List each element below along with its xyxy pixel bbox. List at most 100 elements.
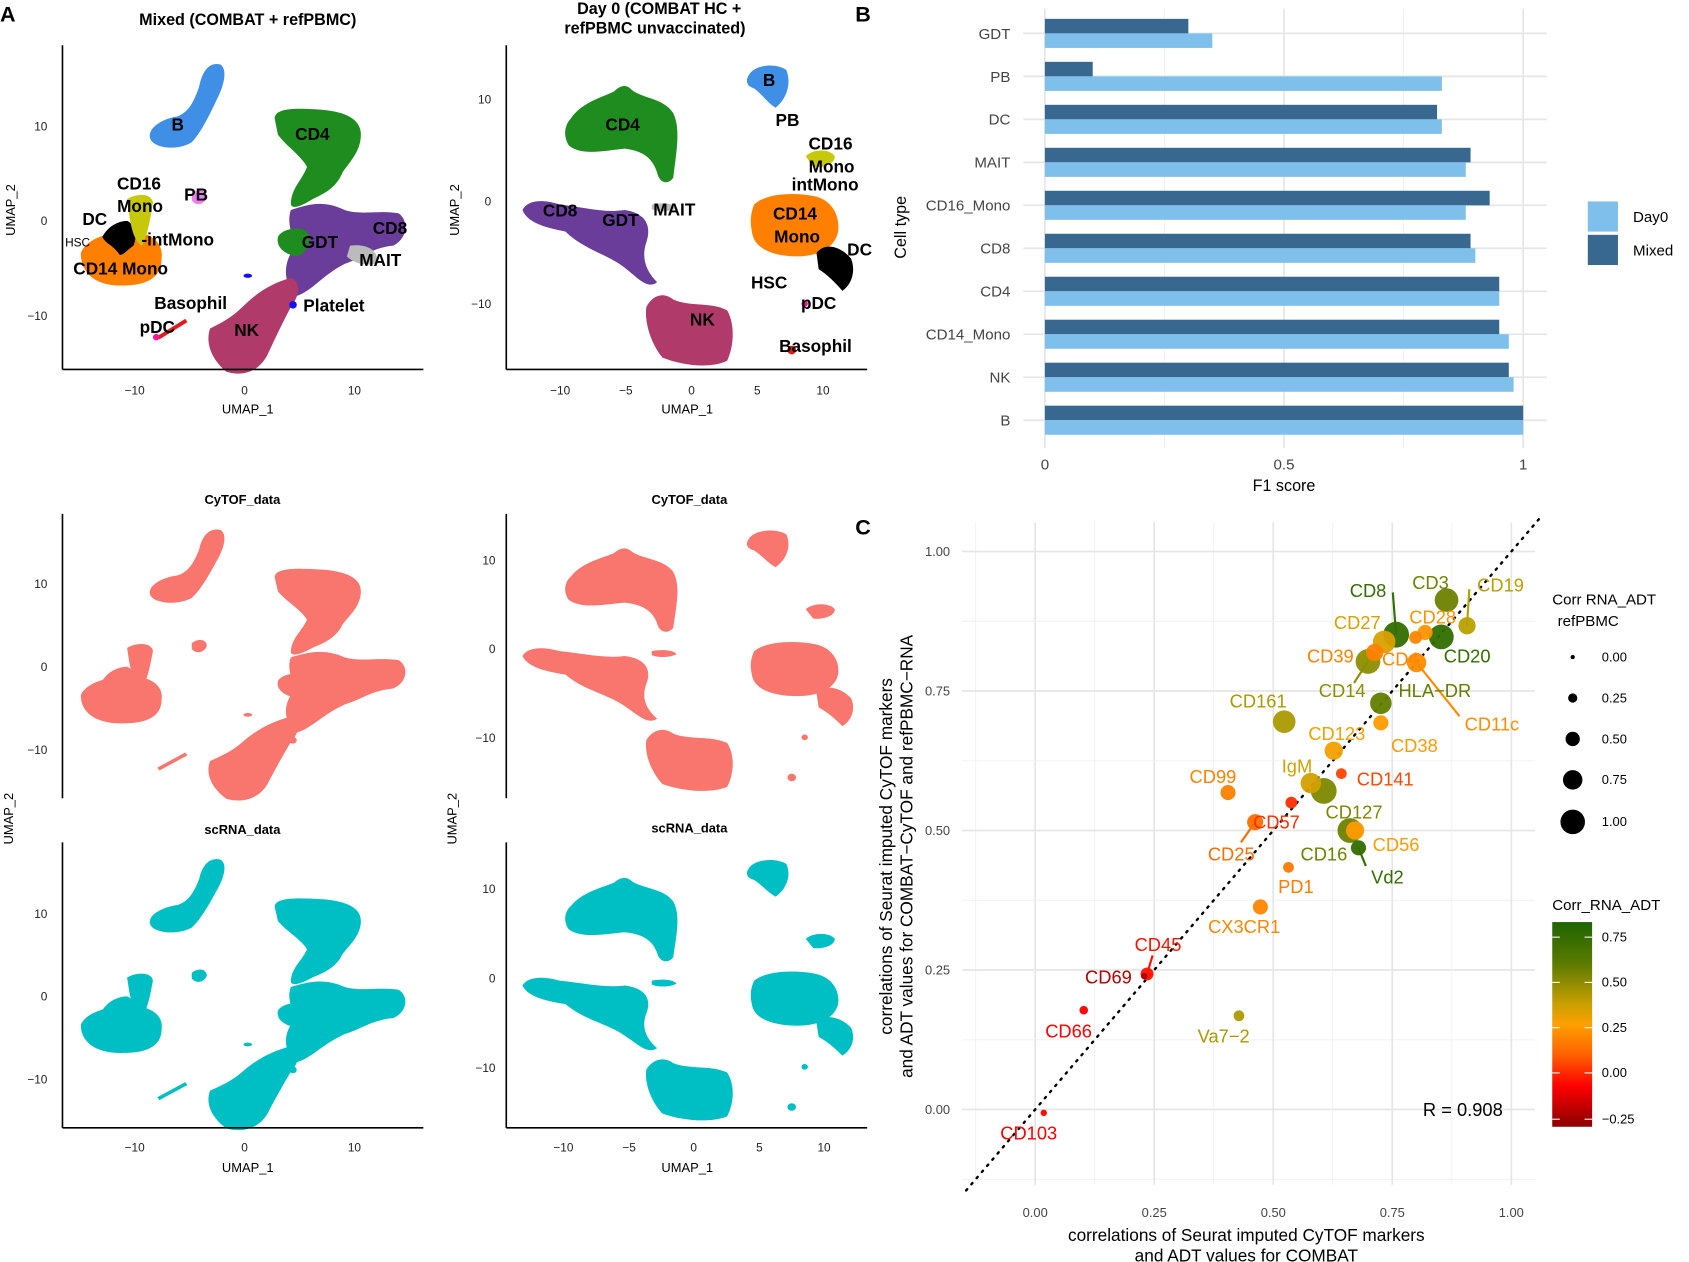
cluster-label: B [763, 70, 775, 90]
point-label: CD16 [1300, 844, 1347, 865]
cluster-platelet-small [243, 273, 253, 278]
umap-day0-axes: −10 −5 0 5 10 10 0 −10 UMAP_1 UMAP_2 [447, 45, 868, 417]
y-axis-label: UMAP_2 [445, 793, 460, 845]
cluster-mait [651, 203, 677, 212]
x-tick: −10 [125, 1141, 145, 1155]
bar-mixed-mait [1044, 147, 1471, 163]
size-legend-label: 1.00 [1602, 814, 1627, 829]
cluster-label: B [172, 114, 184, 134]
umap-day0: Day 0 (COMBAT HC + refPBMC unvaccinated)… [447, 0, 872, 417]
cluster-cd4 [274, 108, 361, 207]
y-tick: 0 [41, 660, 48, 674]
color-legend-label: 0.00 [1602, 1065, 1627, 1080]
cluster-label: HSC [751, 273, 787, 293]
correlation-scatter: CD8 CD3 CD20 CD19 CD28 CD4 CD11c CD27 CD39 CD14 HL… [876, 516, 1660, 1262]
point-labels: CD8 CD3 CD20 CD19 CD28 CD4 CD11c CD27 CD39 CD14 HL… [1000, 572, 1524, 1143]
cluster-cd8 [285, 203, 406, 297]
scatter-y-label-line2: and ADT values for COMBAT−CyTOF and refP… [896, 634, 916, 1078]
x-axis-label: UMAP_1 [222, 402, 274, 417]
umap-mixed-labels: B CD4 CD16 Mono PB DC HSC -intMono CD14 … [65, 114, 408, 340]
point-label: HLA−DR [1398, 680, 1471, 701]
point-label: CD161 [1230, 691, 1287, 712]
scrna-title: scRNA_data [204, 822, 281, 837]
y-tick: 0 [41, 214, 48, 228]
cluster-label: MAIT [653, 199, 696, 219]
color-legend-label: −0.25 [1602, 1112, 1635, 1127]
cluster-basophil [157, 318, 188, 340]
bar-day0-cd14_mono [1044, 334, 1509, 349]
point-label: CD56 [1373, 834, 1420, 855]
cluster-cd16-mono [805, 150, 835, 168]
point-label: CD38 [1391, 735, 1438, 756]
bar-category-label: CD16_Mono [926, 198, 1011, 215]
bar-category-label: PB [990, 69, 1010, 86]
point-label: CD66 [1045, 1020, 1092, 1041]
y-tick: 10 [34, 119, 48, 133]
bar-mixed-gdt [1044, 18, 1189, 34]
color-legend: Corr_RNA_ADT 0.75 0.50 0.25 0.00 −0.25 [1552, 897, 1660, 1127]
cluster-pb [191, 190, 207, 205]
cluster-cd4 [565, 86, 678, 183]
point-label: IgM [1282, 755, 1313, 776]
x-tick: 5 [754, 383, 761, 397]
legend-swatch-mixed [1587, 234, 1618, 265]
bar-x-tick: 1 [1519, 457, 1527, 474]
cluster-basophil [787, 345, 797, 355]
cluster-label: Basophil [779, 336, 852, 356]
bar-day0-b [1044, 420, 1524, 435]
cluster-label: MAIT [359, 250, 402, 270]
umap-day0-title-line2: refPBMC unvaccinated) [564, 19, 745, 37]
bar-mixed-b [1044, 405, 1524, 421]
color-legend-label: 0.50 [1602, 975, 1627, 990]
cluster-label: PB [184, 184, 208, 204]
bar-day0-nk [1044, 377, 1514, 392]
size-legend-label: 0.25 [1602, 690, 1627, 705]
panel-letter-b: B [855, 3, 871, 27]
point-cd20 [1428, 624, 1454, 650]
cytof-title: CyTOF_data [652, 492, 729, 507]
cluster-label: CD16 [809, 134, 853, 154]
bar-marks [1044, 18, 1524, 435]
x-axis-label: UMAP_1 [661, 1160, 713, 1175]
bar-mixed-cd14_mono [1044, 319, 1500, 335]
cluster-pdc [152, 333, 160, 341]
umap-mixed-title: Mixed (COMBAT + refPBMC) [139, 11, 356, 29]
point-cd99 [1220, 785, 1236, 801]
bar-mixed-pb [1044, 61, 1093, 77]
point-label: CD99 [1190, 766, 1237, 787]
cluster-label: NK [690, 309, 715, 329]
x-tick: 10 [817, 1141, 831, 1155]
scatter-y-tick: 0.50 [925, 823, 950, 838]
cluster-mait [346, 245, 378, 265]
cluster-label: NK [234, 320, 259, 340]
x-tick: 0 [688, 383, 695, 397]
bar-mixed-cd4 [1044, 276, 1500, 292]
bar-category-label: GDT [979, 26, 1011, 43]
bar-category-label: NK [989, 370, 1010, 387]
cluster-label: GDT [602, 210, 639, 230]
cluster-label: Mono [774, 226, 820, 246]
cluster-label: DC [82, 209, 107, 229]
y-tick: 0 [489, 971, 496, 985]
size-legend-dot [1570, 655, 1575, 660]
scatter-x-tick: 0.00 [1023, 1205, 1048, 1220]
cluster-dc [102, 220, 136, 255]
bar-category-label: B [1000, 413, 1010, 430]
cluster-label: Platelet [303, 295, 365, 315]
cluster-b [149, 63, 225, 148]
size-legend-title-line1: Corr RNA_ADT [1552, 591, 1656, 608]
point-label: PD1 [1278, 876, 1314, 897]
point-cd123 [1324, 741, 1343, 760]
y-tick: 10 [34, 577, 48, 591]
point-cd39 [1366, 643, 1384, 662]
cluster-label: -intMono [141, 230, 214, 250]
y-tick: −10 [27, 743, 47, 757]
y-tick: 0 [489, 642, 496, 656]
point-label: CD57 [1253, 811, 1300, 832]
x-axis-label: UMAP_1 [222, 1160, 274, 1175]
point-cx3cr1 [1252, 899, 1268, 915]
cluster-label: intMono [792, 175, 859, 195]
color-legend-bar [1552, 922, 1593, 1127]
bar-day0-pb [1044, 76, 1442, 91]
